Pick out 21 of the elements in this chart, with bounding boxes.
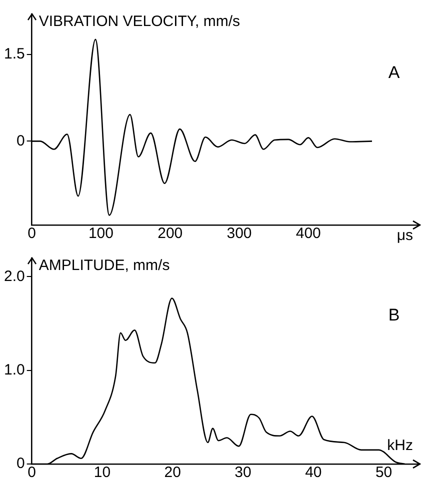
x-tick-label: 40 <box>305 464 322 482</box>
x-axis-title: μs <box>396 227 413 244</box>
y-axis-title: AMPLITUDE, mm/s <box>38 257 170 274</box>
y-tick-label: 0 <box>16 132 25 150</box>
x-tick-label: 50 <box>375 464 392 482</box>
x-tick-label: 10 <box>94 464 111 482</box>
x-axis-title: kHz <box>387 437 413 454</box>
y-tick-label: 1.5 <box>4 46 25 63</box>
y-tick-label: 2.0 <box>4 268 25 285</box>
x-tick-label: 100 <box>88 225 114 242</box>
annotation: B <box>388 305 400 324</box>
x-tick-label: 200 <box>158 225 183 242</box>
y-tick-label: 1.0 <box>4 362 25 379</box>
x-tick-label: 20 <box>164 464 181 482</box>
x-tick-label: 0 <box>28 464 36 482</box>
annotation: A <box>388 62 400 82</box>
x-tick-label: 400 <box>296 225 321 242</box>
y-axis-title: VIBRATION VELOCITY, mm/s <box>38 13 240 30</box>
x-tick-label: 0 <box>28 225 36 242</box>
x-tick-label: 300 <box>226 225 252 242</box>
x-tick-label: 30 <box>234 464 252 482</box>
